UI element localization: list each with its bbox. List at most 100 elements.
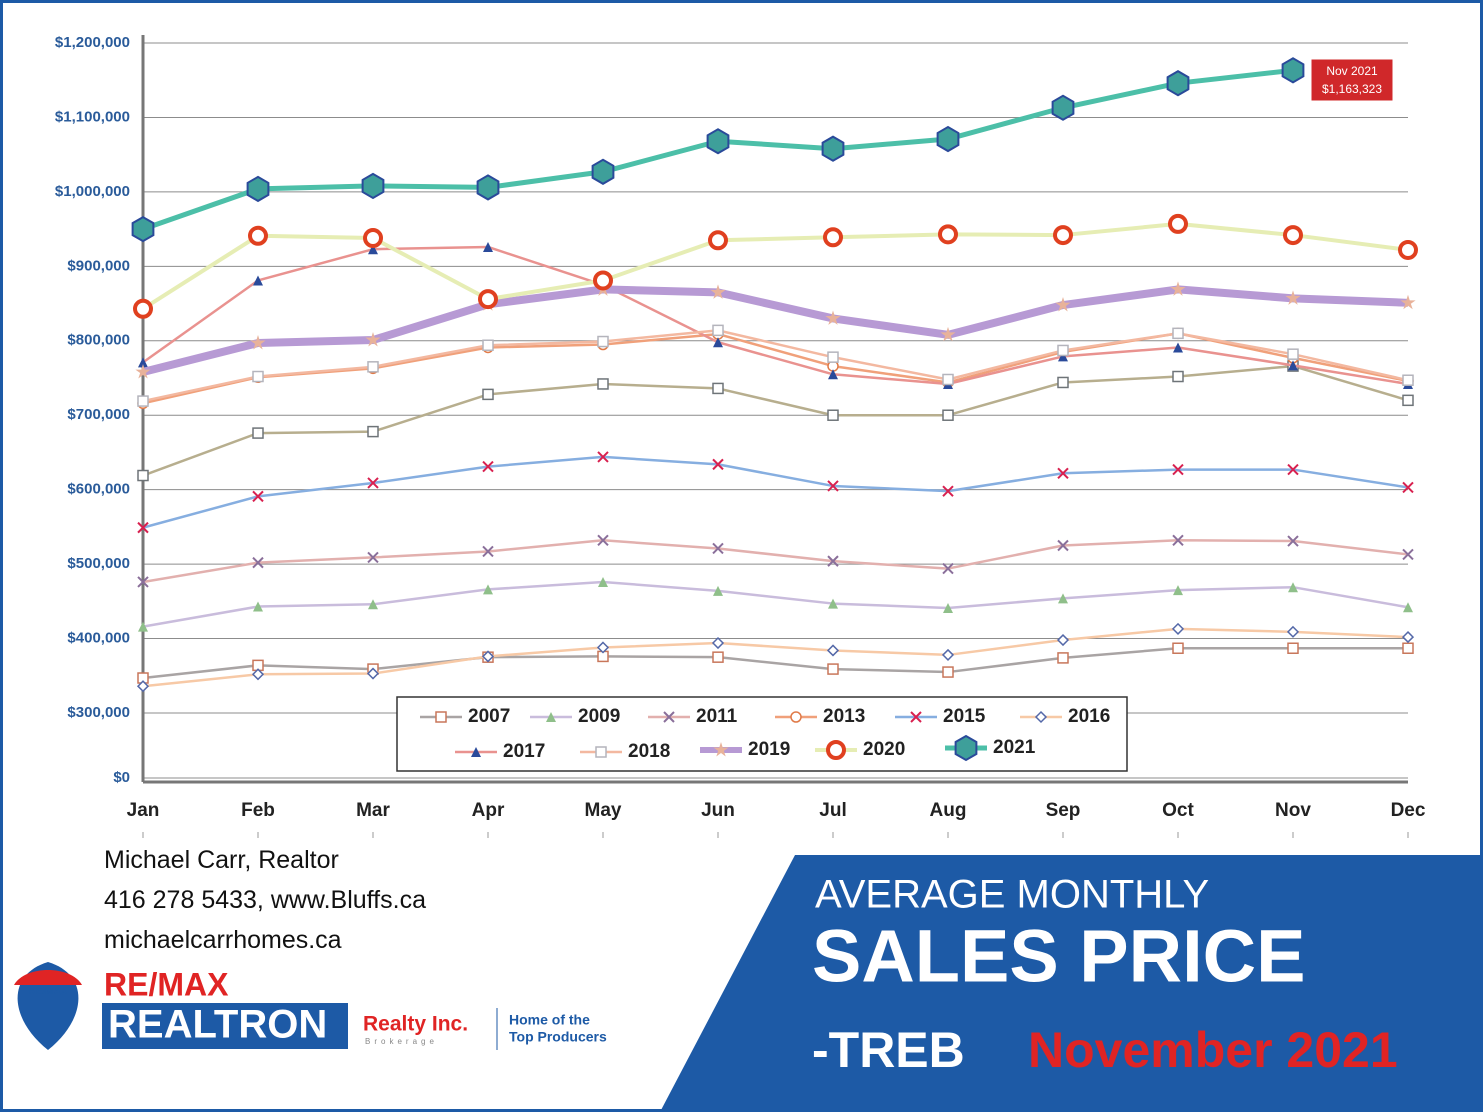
- marker: [367, 477, 379, 489]
- logo-company: Realty Inc.: [363, 1013, 468, 1036]
- marker: [712, 458, 724, 471]
- marker: [252, 556, 264, 569]
- marker: [137, 469, 149, 482]
- marker: [827, 409, 839, 421]
- y-tick-label: $300,000: [67, 704, 130, 721]
- marker: [252, 427, 264, 439]
- marker: [712, 382, 724, 395]
- marker: [138, 357, 148, 368]
- balloon-label: RE/MAX: [29, 987, 68, 998]
- marker: [942, 409, 954, 421]
- marker: [597, 335, 609, 348]
- marker: [481, 650, 495, 663]
- marker: [1057, 467, 1069, 479]
- legend-label: 2016: [1068, 706, 1110, 727]
- marker: [1402, 394, 1414, 407]
- marker: [708, 230, 728, 251]
- marker: [1057, 344, 1069, 357]
- marker: [248, 225, 268, 246]
- legend-label: 2021: [993, 737, 1036, 758]
- marker: [1051, 94, 1075, 121]
- y-tick-label: $1,000,000: [55, 183, 130, 200]
- marker: [1287, 535, 1299, 547]
- marker: [252, 370, 264, 383]
- marker: [1402, 374, 1414, 386]
- marker: [136, 680, 150, 693]
- y-tick-label: $1,200,000: [55, 34, 130, 51]
- marker: [367, 551, 379, 564]
- x-tick-label: Oct: [1162, 800, 1194, 821]
- marker: [1287, 348, 1299, 360]
- banner-bg: [660, 855, 1483, 1112]
- marker: [1168, 213, 1188, 234]
- marker: [251, 668, 265, 681]
- logo-brokerage: Brokerage: [365, 1037, 438, 1046]
- marker: [250, 335, 266, 350]
- marker: [1053, 225, 1073, 246]
- banner-line3: -TREB: [812, 1022, 965, 1078]
- marker: [1283, 225, 1303, 246]
- series-line: [142, 329, 1409, 403]
- marker: [1400, 294, 1416, 310]
- marker: [483, 584, 493, 595]
- marker: [252, 490, 264, 503]
- annotation-box: [1310, 58, 1394, 102]
- marker: [131, 215, 155, 243]
- y-tick-label: $800,000: [67, 332, 130, 349]
- marker: [476, 174, 500, 201]
- marker: [1288, 582, 1298, 593]
- series-line: [142, 245, 1409, 386]
- series-line: [142, 364, 1409, 477]
- marker: [1172, 327, 1184, 340]
- marker: [1281, 57, 1305, 84]
- marker: [942, 562, 954, 575]
- legend-label: 2017: [503, 741, 545, 762]
- annotation: $1,163,323: [1322, 82, 1382, 96]
- marker: [482, 460, 494, 473]
- marker: [938, 224, 958, 245]
- marker: [1173, 585, 1183, 596]
- marker: [471, 747, 481, 757]
- marker: [828, 369, 838, 380]
- marker: [821, 135, 845, 162]
- series-line: [142, 646, 1408, 680]
- marker: [1172, 370, 1184, 383]
- marker: [597, 378, 609, 390]
- marker: [827, 663, 839, 675]
- agent-contact: 416 278 5433, www.Bluffs.ca: [104, 886, 426, 914]
- x-tick-label: Sep: [1046, 800, 1081, 821]
- marker: [910, 711, 922, 723]
- marker: [826, 740, 846, 760]
- y-tick-label: $0: [113, 769, 130, 786]
- marker: [663, 711, 675, 723]
- x-tick-label: Jul: [819, 800, 846, 821]
- marker: [827, 480, 839, 492]
- marker: [1287, 463, 1299, 476]
- marker: [598, 576, 608, 587]
- marker: [710, 284, 726, 299]
- logo-tagline: Home of the: [509, 1012, 590, 1028]
- marker: [546, 712, 556, 722]
- legend-label: 2009: [578, 706, 620, 727]
- marker: [936, 125, 960, 153]
- banner-line2: SALES PRICE: [812, 915, 1305, 998]
- x-tick-label: Mar: [356, 800, 390, 821]
- marker: [713, 742, 729, 757]
- marker: [1058, 593, 1068, 604]
- marker: [135, 364, 151, 379]
- logo-tagline: Top Producers: [509, 1029, 607, 1045]
- marker: [827, 351, 839, 363]
- marker: [711, 636, 725, 650]
- marker: [482, 545, 494, 558]
- x-tick-label: Dec: [1391, 800, 1426, 821]
- banner-highlight: November 2021: [1028, 1022, 1398, 1078]
- marker: [826, 644, 840, 657]
- marker: [596, 641, 610, 654]
- marker: [1398, 239, 1418, 260]
- marker: [1170, 281, 1186, 296]
- marker: [1402, 642, 1414, 654]
- marker: [790, 711, 802, 723]
- series-line: [141, 221, 1409, 311]
- marker: [1173, 342, 1183, 353]
- y-tick-label: $1,100,000: [55, 108, 130, 125]
